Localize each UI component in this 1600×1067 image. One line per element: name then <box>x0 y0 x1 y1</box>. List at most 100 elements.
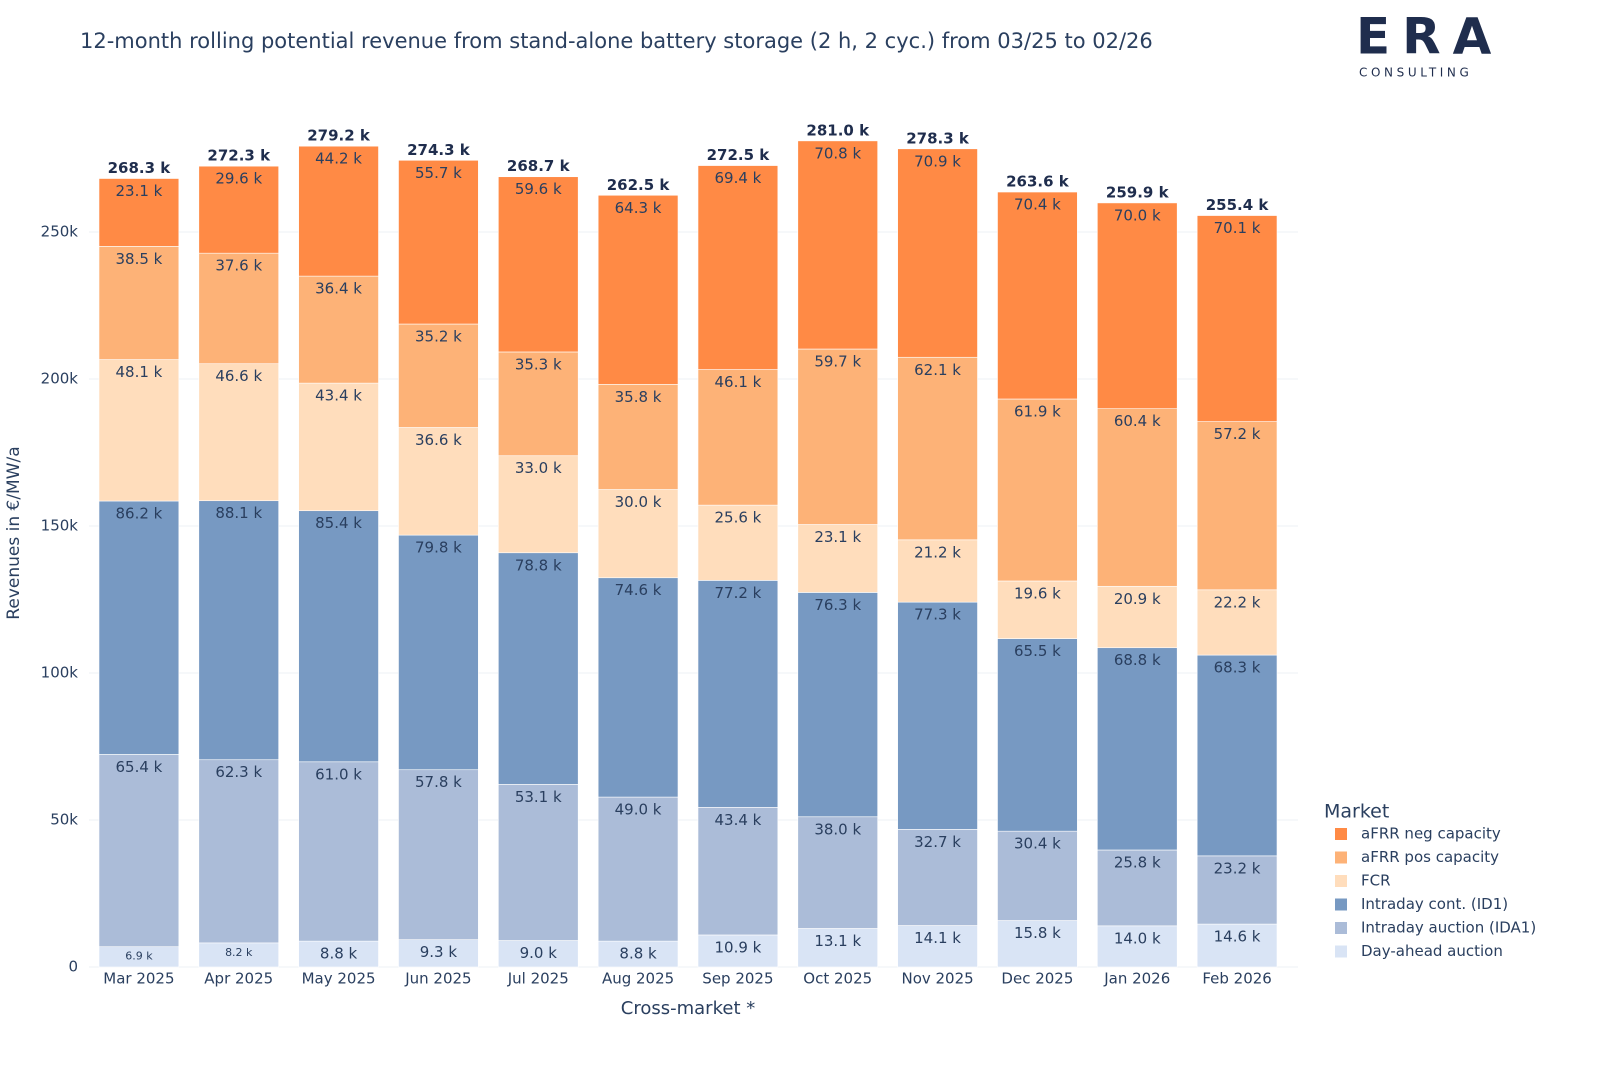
value-label: 30.0 k <box>615 493 662 511</box>
bar-segment <box>298 761 379 942</box>
y-axis-title: Revenues in €/MW/a <box>4 446 24 619</box>
value-label: 70.1 k <box>1214 219 1261 237</box>
bar-segment <box>498 176 579 353</box>
bar-segment <box>298 510 379 763</box>
legend-label: aFRR neg capacity <box>1361 825 1501 843</box>
legend-swatch <box>1335 945 1347 958</box>
value-label: 14.6 k <box>1214 928 1261 946</box>
x-tick-label: Apr 2025 <box>204 970 273 988</box>
value-label: 68.3 k <box>1214 659 1261 677</box>
bar-segment <box>498 940 579 968</box>
total-label: 259.9 k <box>1106 183 1170 201</box>
bar-segment <box>797 524 878 593</box>
chart-title: 12-month rolling potential revenue from … <box>80 29 1153 53</box>
bar-segment <box>597 796 679 942</box>
total-label: 272.5 k <box>707 146 771 164</box>
bar-segment <box>997 580 1078 639</box>
value-label: 74.6 k <box>615 581 662 599</box>
value-label: 30.4 k <box>1014 835 1061 853</box>
bar-segment <box>498 784 579 941</box>
bar-segment <box>897 829 978 926</box>
value-label: 68.8 k <box>1114 651 1161 669</box>
bar-segment <box>697 807 779 936</box>
value-label: 61.9 k <box>1014 402 1061 420</box>
bar-segment <box>1097 408 1178 587</box>
legend-title: Market <box>1324 801 1389 823</box>
value-label: 25.6 k <box>714 509 761 527</box>
bar-segment <box>298 382 379 512</box>
y-tick-label: 100k <box>41 664 79 682</box>
bar-segment <box>797 816 878 929</box>
bar-segment <box>398 323 479 428</box>
bar-segment <box>897 601 978 830</box>
legend-swatch <box>1335 875 1347 887</box>
value-label: 23.1 k <box>814 528 861 546</box>
value-label: 43.4 k <box>315 387 362 405</box>
value-label: 14.1 k <box>914 929 961 947</box>
bar-segment <box>398 159 479 325</box>
total-label: 278.3 k <box>906 129 970 147</box>
bar-segment <box>498 455 579 554</box>
x-tick-label: Sep 2025 <box>702 970 773 988</box>
bar-segment <box>1097 849 1178 927</box>
bar-segment <box>398 769 479 940</box>
bar-segment <box>1097 202 1178 410</box>
bar-segment <box>797 348 878 525</box>
y-tick-label: 50k <box>50 811 78 829</box>
bar-segment <box>1196 654 1278 857</box>
value-label: 65.5 k <box>1014 642 1061 660</box>
bar-segment <box>398 534 479 771</box>
bar-segment <box>597 940 679 968</box>
x-tick-label: Oct 2025 <box>803 970 872 988</box>
value-label: 36.4 k <box>315 280 362 298</box>
value-label: 19.6 k <box>1014 584 1061 602</box>
total-label: 279.2 k <box>307 127 371 145</box>
x-tick-label: Jan 2026 <box>1103 970 1170 988</box>
value-label: 15.8 k <box>1014 924 1061 942</box>
value-label: 60.4 k <box>1114 412 1161 430</box>
value-label: 79.8 k <box>415 539 462 557</box>
bar-segment <box>1196 923 1278 968</box>
value-label: 37.6 k <box>215 257 262 275</box>
total-label: 262.5 k <box>607 176 671 194</box>
bar-segment <box>98 178 180 247</box>
bar-segment <box>797 928 878 968</box>
bar-segment <box>1196 421 1278 591</box>
bar-segment <box>1097 925 1178 968</box>
value-label: 78.8 k <box>515 556 562 574</box>
legend-label: Day-ahead auction <box>1361 942 1503 960</box>
bar-segment <box>98 359 180 502</box>
bar-segment <box>498 552 579 785</box>
value-label: 62.1 k <box>914 361 961 379</box>
value-label: 8.8 k <box>619 945 657 963</box>
legend-swatch <box>1335 828 1347 840</box>
value-label: 85.4 k <box>315 514 362 532</box>
value-label: 46.6 k <box>215 367 262 385</box>
value-label: 77.2 k <box>714 584 761 602</box>
value-label: 32.7 k <box>914 833 961 851</box>
value-label: 62.3 k <box>215 763 262 781</box>
value-label: 70.0 k <box>1114 206 1161 224</box>
bar-segment <box>797 592 878 818</box>
bar-segment <box>198 942 279 968</box>
legend-swatch <box>1335 922 1347 934</box>
value-label: 8.8 k <box>320 945 358 963</box>
value-label: 29.6 k <box>215 170 262 188</box>
y-tick-label: 200k <box>41 370 79 388</box>
value-label: 23.1 k <box>115 182 162 200</box>
value-label: 6.9 k <box>125 950 153 963</box>
legend-swatch <box>1335 898 1347 911</box>
value-label: 20.9 k <box>1114 590 1161 608</box>
bar-segment <box>1196 855 1278 925</box>
bar-segment <box>597 194 679 385</box>
x-axis-title: Cross-market * <box>621 998 755 1019</box>
bar-segment <box>897 356 978 541</box>
logo-subtitle: CONSULTING <box>1359 66 1472 80</box>
bar-segment <box>98 246 180 360</box>
value-label: 23.2 k <box>1214 859 1261 877</box>
bar-segment <box>198 759 279 944</box>
x-tick-label: Nov 2025 <box>901 970 973 988</box>
value-label: 8.2 k <box>225 946 253 959</box>
value-label: 9.3 k <box>420 943 458 961</box>
value-label: 25.8 k <box>1114 853 1161 871</box>
